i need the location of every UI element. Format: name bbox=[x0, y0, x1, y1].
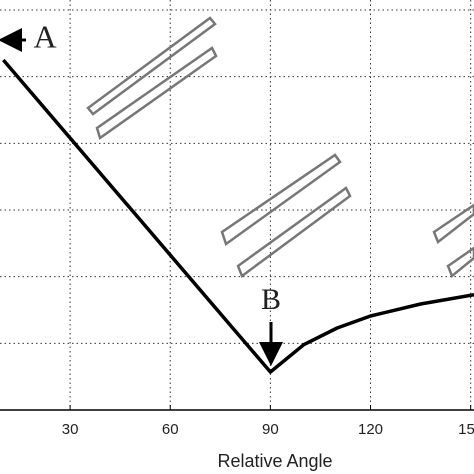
annotation: A bbox=[33, 18, 56, 54]
x-tick-label: 90 bbox=[262, 421, 279, 438]
x-tick-label: 60 bbox=[162, 421, 179, 438]
x-axis-label: Relative Angle bbox=[217, 451, 332, 471]
x-tick-label: 30 bbox=[62, 421, 79, 438]
annotation: B bbox=[261, 283, 281, 316]
data-line bbox=[2, 58, 474, 374]
grid bbox=[0, 0, 474, 410]
x-tick-label: 150 bbox=[458, 421, 474, 438]
x-tick-label: 120 bbox=[358, 421, 383, 438]
illustration bbox=[86, 16, 474, 279]
